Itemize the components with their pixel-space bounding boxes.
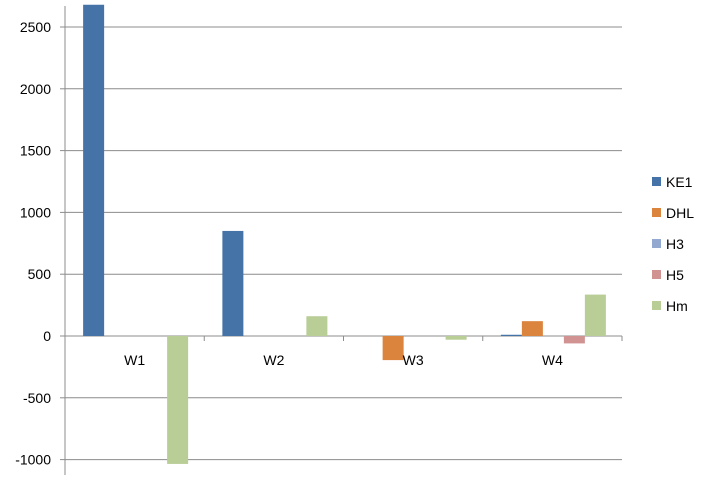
y-tick-label: 2500 (20, 19, 51, 35)
bar-dhl-w4 (521, 321, 543, 336)
legend-swatch-hm (652, 301, 661, 310)
y-tick-label: 1500 (20, 143, 51, 159)
legend-swatch-h5 (652, 270, 661, 279)
bar-ke1-w4 (500, 334, 522, 336)
legend-label-dhl: DHL (666, 205, 694, 221)
axes (60, 6, 623, 475)
legend-swatch-h3 (652, 239, 661, 248)
y-tick-labels: -1000 -500 0 500 1000 1500 2000 2500 (15, 19, 51, 468)
legend-label-h3: H3 (666, 236, 684, 252)
y-tick-label: 0 (43, 328, 51, 344)
gridlines (65, 26, 622, 461)
bar-ke1-w2 (222, 230, 244, 336)
legend-label-ke1: KE1 (666, 174, 693, 190)
bar-dhl-w3 (382, 336, 404, 361)
legend: KE1 DHL H3 H5 Hm (652, 174, 694, 314)
category-labels: W1 W2 W3 W4 (124, 352, 563, 368)
y-tick-label: 500 (28, 266, 52, 282)
legend-label-hm: Hm (666, 298, 688, 314)
bar-hm-w1 (167, 336, 189, 464)
legend-swatch-ke1 (652, 177, 661, 186)
y-tick-label: 2000 (20, 81, 51, 97)
category-label: W1 (124, 352, 145, 368)
y-tick-label: -500 (23, 390, 51, 406)
y-tick-label: -1000 (15, 452, 51, 468)
category-label: W4 (542, 352, 563, 368)
legend-label-h5: H5 (666, 267, 684, 283)
category-label: W3 (403, 352, 424, 368)
bar-h5-w4 (563, 336, 585, 344)
legend-swatch-dhl (652, 208, 661, 217)
bar-ke1-w1 (83, 4, 105, 336)
category-label: W2 (263, 352, 284, 368)
bar-hm-w4 (584, 294, 606, 336)
y-tick-label: 1000 (20, 204, 51, 220)
bar-hm-w2 (306, 316, 328, 336)
bar-hm-w3 (445, 336, 467, 340)
bars (83, 4, 606, 464)
